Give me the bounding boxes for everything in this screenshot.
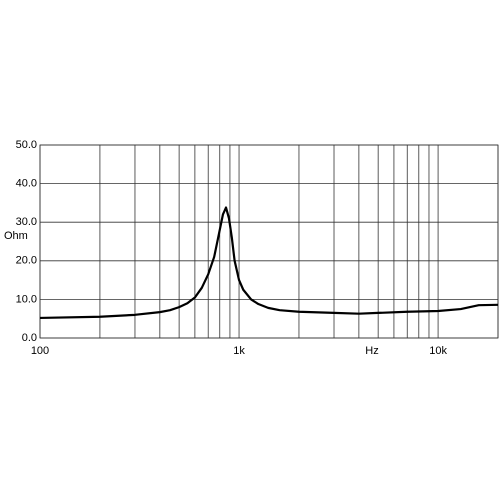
y-tick-label: 50.0 (16, 139, 37, 151)
impedance-line (39, 206, 499, 320)
y-axis-label: Ohm (4, 230, 28, 242)
y-tick-label: 40.0 (16, 178, 37, 190)
x-tick-label: 100 (31, 345, 49, 357)
x-tick-label: 10k (429, 345, 447, 357)
plot-frame (39, 144, 499, 339)
y-tick-label: 10.0 (16, 293, 37, 305)
y-tick-label: 20.0 (16, 255, 37, 267)
y-tick-label: 30.0 (16, 216, 37, 228)
x-axis-label: Hz (365, 345, 378, 357)
x-tick-label: 1k (233, 345, 245, 357)
y-tick-label: 0.0 (22, 332, 37, 344)
